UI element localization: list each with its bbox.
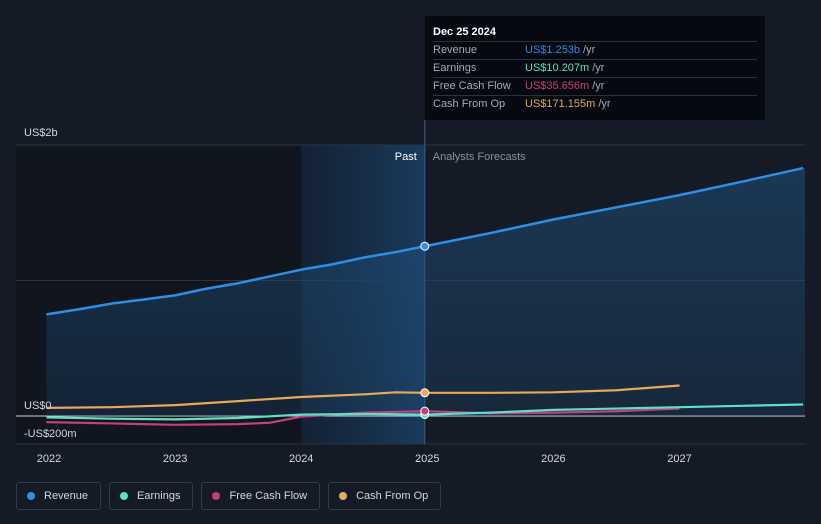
x-tick-label: 2026: [541, 453, 565, 465]
y-axis-label: -US$200m: [24, 428, 77, 440]
forecast-label: Analysts Forecasts: [433, 151, 526, 163]
tooltip-value: US$10.207m: [525, 62, 590, 74]
legend-dot-icon: [339, 492, 348, 500]
tooltip-label: Cash From Op: [433, 98, 506, 110]
legend-dot-icon: [120, 492, 129, 500]
chart-legend: Revenue Earnings Free Cash Flow Cash Fro…: [16, 482, 442, 510]
x-tick-label: 2024: [289, 453, 313, 465]
x-tick-label: 2027: [667, 453, 691, 465]
tooltip-label: Earnings: [433, 62, 477, 74]
tooltip-unit: /yr: [592, 62, 605, 74]
marker-free-cash-flow: [420, 406, 430, 416]
x-tick-label: 2022: [37, 453, 61, 465]
tooltip-row-cash-from-op: Cash From Op US$171.155m /yr: [433, 95, 757, 113]
tooltip-unit: /yr: [592, 80, 605, 92]
past-label: Past: [395, 151, 417, 163]
y-axis-label: US$2b: [24, 127, 58, 139]
tooltip-row-revenue: Revenue US$1.253b /yr: [433, 41, 757, 59]
legend-label: Free Cash Flow: [229, 490, 308, 502]
tooltip-value: US$171.155m: [525, 98, 596, 110]
tooltip-value: US$35.656m: [525, 80, 590, 92]
x-tick-label: 2023: [163, 453, 187, 465]
series-line-cash-from-op: [46, 384, 680, 409]
legend-label: Earnings: [137, 490, 181, 502]
legend-item-earnings[interactable]: Earnings: [109, 482, 194, 510]
legend-label: Cash From Op: [356, 490, 429, 502]
tooltip-unit: /yr: [598, 98, 611, 110]
marker-cash-from-op: [420, 388, 430, 398]
tooltip-label: Free Cash Flow: [433, 80, 511, 92]
legend-label: Revenue: [44, 490, 89, 502]
series-line-revenue: [46, 166, 804, 316]
legend-dot-icon: [212, 492, 221, 500]
legend-item-revenue[interactable]: Revenue: [16, 482, 102, 510]
tooltip-row-free-cash-flow: Free Cash Flow US$35.656m /yr: [433, 77, 757, 95]
marker-revenue: [420, 241, 430, 251]
legend-dot-icon: [27, 492, 35, 500]
tooltip-unit: /yr: [583, 44, 596, 56]
tooltip-value: US$1.253b: [525, 44, 581, 56]
hover-tooltip: Dec 25 2024 Revenue US$1.253b /yr Earnin…: [425, 16, 765, 120]
x-tick-label: 2025: [415, 453, 439, 465]
revenue-area: [46, 168, 805, 416]
tooltip-date: Dec 25 2024: [433, 26, 496, 38]
legend-item-cash-from-op[interactable]: Cash From Op: [328, 482, 442, 510]
y-axis-label: US$0: [24, 400, 52, 412]
tooltip-row-earnings: Earnings US$10.207m /yr: [433, 59, 757, 77]
tooltip-label: Revenue: [433, 44, 478, 56]
legend-item-free-cash-flow[interactable]: Free Cash Flow: [201, 482, 321, 510]
